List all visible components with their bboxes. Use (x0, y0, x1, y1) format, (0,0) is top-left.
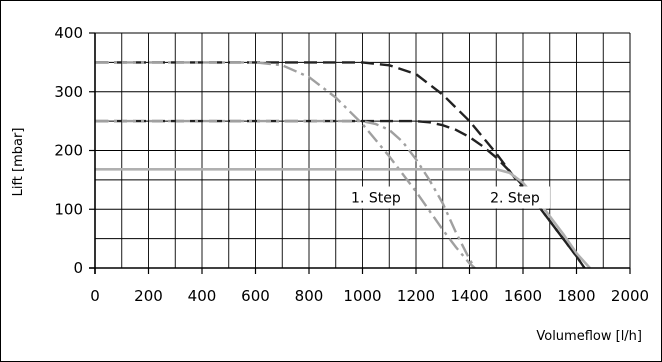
y-tick-label: 400 (54, 24, 83, 42)
tick-labels: 0 200 400 600 800 1000 1200 1400 1600 1800 2000 0 10… (54, 24, 649, 305)
x-tick-label: 0 (90, 287, 100, 305)
y-axis-label: Lift [mbar] (11, 128, 26, 197)
x-tick-label: 2000 (611, 287, 649, 305)
annotation-background (479, 186, 550, 209)
y-tick-label: 200 (54, 142, 83, 160)
series-line-2 (95, 119, 586, 269)
annotation-background (340, 186, 411, 209)
x-tick-label: 1200 (397, 287, 435, 305)
x-tick-label: 600 (241, 287, 270, 305)
y-tick-label: 300 (54, 83, 83, 101)
x-tick-label: 1600 (504, 287, 542, 305)
x-tick-label: 200 (134, 287, 163, 305)
x-tick-label: 1000 (343, 287, 381, 305)
annotations: 1. Step 2. Step (340, 186, 550, 209)
series-line-4 (95, 119, 476, 269)
x-axis-label: Volumeflow [l/h] (536, 329, 642, 344)
series-group (95, 61, 591, 269)
y-tick-label: 0 (73, 259, 83, 277)
x-tick-label: 800 (295, 287, 324, 305)
series-line-1 (95, 61, 586, 269)
x-tick-label: 1400 (450, 287, 488, 305)
axes (89, 32, 631, 274)
x-tick-label: 1800 (557, 287, 595, 305)
annotation-label-2: 2. Step (490, 191, 540, 207)
annotation-label-1: 1. Step (351, 191, 401, 207)
y-tick-label: 100 (54, 200, 83, 218)
series-line-3 (95, 61, 476, 269)
series-line-5 (95, 168, 591, 269)
grid (95, 33, 630, 268)
x-tick-label: 400 (188, 287, 217, 305)
